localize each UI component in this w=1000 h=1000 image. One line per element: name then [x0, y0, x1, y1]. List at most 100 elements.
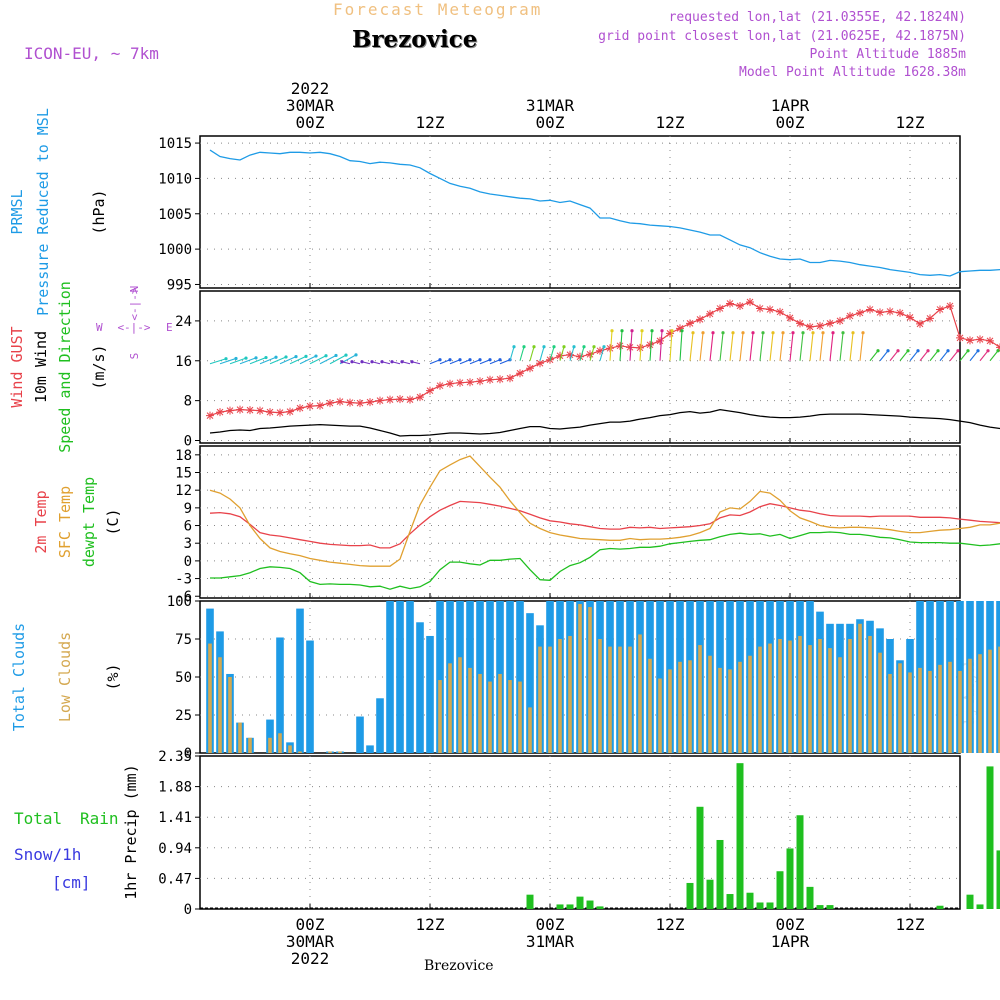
- wind-arrow-head: [572, 345, 576, 349]
- cloud-total-bar: [656, 601, 664, 753]
- wind-arrow: [429, 359, 441, 365]
- wind-arrow: [739, 332, 744, 361]
- pressure-full-label: Pressure Reduced to MSL: [34, 108, 52, 316]
- gust-point: [776, 307, 784, 316]
- wind-arrow-head: [986, 349, 990, 353]
- cloud-low-bar: [518, 681, 522, 753]
- cloud-total-bar: [426, 635, 434, 753]
- precip-bar: [996, 850, 1000, 909]
- gust-point: [886, 307, 894, 316]
- gust-point: [396, 395, 404, 404]
- wind-arrow: [969, 350, 979, 362]
- cloud-low-bar: [768, 643, 772, 753]
- precip-bar: [706, 879, 714, 909]
- gust-point: [836, 316, 844, 325]
- page-title: Brezovice: [352, 26, 478, 53]
- gust-point: [926, 314, 934, 323]
- wind-arrow-head: [334, 353, 338, 358]
- cloud-low-bar: [938, 664, 942, 753]
- cloud-low-bar: [858, 623, 862, 753]
- gust-point: [476, 377, 484, 386]
- gust-point: [356, 399, 364, 408]
- cloud-low-bar: [748, 655, 752, 753]
- compass-e: E: [166, 321, 173, 334]
- compass-h: <-|->: [117, 321, 150, 334]
- wind-arrow: [819, 332, 824, 361]
- wind-arrow: [659, 330, 663, 361]
- cloud-low-bar: [528, 707, 532, 753]
- y-tick-label: 1005: [158, 207, 192, 223]
- wind-arrow: [869, 350, 879, 362]
- cloud-low-bar: [918, 667, 922, 753]
- cloud-low-bar: [708, 655, 712, 753]
- gust-point: [786, 313, 794, 322]
- wind-arrow: [289, 355, 307, 365]
- wind-arrow: [909, 350, 919, 362]
- temp-unit: (C): [104, 508, 122, 535]
- precip-bar: [696, 806, 704, 909]
- t2m-line: [209, 500, 1000, 549]
- gust-point: [596, 346, 604, 355]
- wind-arrow-head: [956, 349, 960, 353]
- gust-point: [216, 408, 224, 417]
- panel-frame: [199, 755, 961, 910]
- precip-bar: [986, 766, 994, 909]
- wind-arrow: [619, 330, 623, 361]
- time-label-top: 12Z: [416, 113, 445, 132]
- wind-arrow: [569, 346, 575, 361]
- requested-coords: requested lon,lat (21.0355E, 42.1824N): [668, 10, 966, 25]
- gust-point: [606, 344, 614, 353]
- precip-bar: [786, 848, 794, 909]
- compass-s: S: [128, 353, 141, 360]
- wind-arrow: [749, 332, 754, 361]
- cloud-low-bar: [238, 722, 242, 753]
- cloud-low-bar: [488, 681, 492, 753]
- gust-point: [536, 359, 544, 368]
- wind-arrow: [649, 330, 653, 361]
- precip-unit: 1hr Precip (mm): [122, 764, 140, 899]
- wind-arrow-head: [542, 345, 546, 349]
- gust-point: [306, 402, 314, 411]
- wind-arrow: [559, 346, 565, 361]
- wind-arrow-head: [916, 349, 920, 353]
- model-label: ICON-EU, ~ 7km: [24, 44, 159, 63]
- wind-arrow-head: [274, 355, 278, 359]
- wind-arrow: [469, 359, 481, 365]
- wind-arrow: [899, 350, 909, 362]
- wind-arrow: [669, 330, 673, 361]
- y-tick-label: 995: [167, 277, 192, 293]
- gust-point: [516, 369, 524, 378]
- cloud-total-bar: [516, 601, 524, 753]
- gust-point: [656, 336, 664, 345]
- cloud-total-bar: [526, 613, 534, 753]
- wind-arrow-head: [886, 349, 890, 353]
- cloud-total-bar: [276, 637, 284, 753]
- cloud-low-bar: [838, 657, 842, 753]
- wind-arrow-head: [861, 331, 865, 335]
- wind-arrow-head: [926, 349, 930, 353]
- precip-bar: [976, 904, 984, 909]
- cloud-low-bar: [208, 643, 212, 753]
- time-label-bottom: 00Z: [536, 915, 565, 934]
- cloud-low-bar: [278, 733, 282, 753]
- y-tick-label: 1015: [158, 136, 192, 152]
- wind-arrow-head: [324, 354, 328, 358]
- wind-arrow: [439, 359, 451, 365]
- wind-arrow: [299, 355, 317, 365]
- cloud-low-bar: [538, 646, 542, 753]
- wind10-line: [209, 408, 1000, 437]
- time-label-bottom: 31MAR: [526, 932, 575, 951]
- y-tick-label: 18: [175, 448, 192, 464]
- wind-arrow-head: [630, 329, 634, 333]
- gust-point: [956, 333, 964, 342]
- y-tick-label: 50: [175, 670, 192, 686]
- cloud-low-bar: [548, 646, 552, 753]
- pressure-line: [209, 149, 1000, 277]
- cloud-low-bar: [288, 745, 292, 753]
- wind-arrow: [959, 350, 969, 362]
- cloud-low-bar: [848, 639, 852, 753]
- gust-point: [586, 350, 594, 359]
- gust-point: [676, 324, 684, 333]
- wind-arrow-head: [936, 349, 940, 353]
- wind-arrow: [459, 359, 471, 365]
